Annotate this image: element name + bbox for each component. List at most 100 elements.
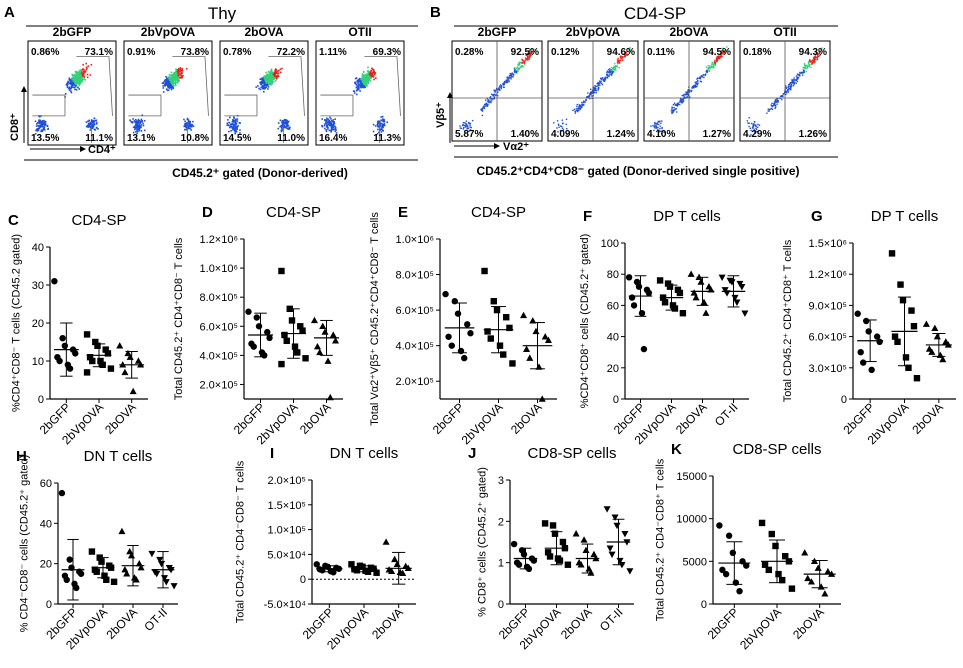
flow-event	[168, 81, 171, 83]
data-point	[103, 576, 110, 583]
flow-event	[325, 119, 328, 122]
flow-event	[527, 56, 529, 59]
flow-event	[364, 86, 366, 89]
flow-event	[185, 122, 188, 125]
data-point	[493, 306, 501, 314]
flow-event	[276, 70, 279, 73]
flow-event	[460, 127, 463, 130]
flow-event	[282, 129, 284, 131]
flow-event	[167, 79, 169, 82]
flow-event	[609, 70, 611, 73]
flow-event	[174, 82, 176, 85]
flow-event	[93, 123, 96, 125]
chart-title: DN T cells	[330, 445, 399, 462]
data-point	[782, 553, 789, 560]
flow-event	[78, 71, 81, 74]
flow-event	[274, 69, 277, 72]
flow-event	[494, 94, 497, 97]
flow-event	[330, 117, 332, 120]
plot-name: 2bGFP	[53, 25, 92, 39]
flow-event	[796, 76, 798, 79]
data-point	[741, 310, 749, 317]
flow-event	[528, 50, 530, 53]
flow-event	[705, 73, 707, 75]
flow-event	[557, 123, 560, 125]
flow-event	[589, 97, 591, 100]
flow-event	[489, 96, 492, 98]
flow-event	[135, 126, 138, 129]
x-axis-label: Vα2⁺	[503, 141, 529, 153]
flow-event	[329, 121, 332, 123]
flow-event	[806, 67, 808, 69]
flow-event	[355, 81, 357, 84]
flow-event	[79, 69, 81, 71]
flow-event	[286, 124, 289, 126]
flow-event	[69, 87, 71, 90]
flow-event	[790, 83, 792, 85]
gate-line	[172, 56, 209, 116]
flow-event	[791, 79, 793, 81]
flow-event	[135, 131, 137, 133]
flow-event	[265, 86, 268, 89]
flow-event	[674, 104, 677, 106]
flow-event	[659, 125, 661, 127]
flow-event	[590, 88, 592, 90]
flow-event	[263, 90, 265, 93]
flow-event	[372, 74, 375, 77]
flow-event	[699, 80, 702, 82]
data-point	[640, 345, 648, 353]
flow-event	[273, 74, 276, 77]
flow-event	[176, 72, 179, 74]
x-tick-label: OT-II	[712, 400, 741, 429]
flow-event	[768, 108, 770, 111]
flow-event	[263, 83, 266, 85]
data-point	[817, 583, 825, 590]
flow-event	[281, 127, 283, 130]
quadrant-bottom-left: 13.1%	[127, 133, 155, 144]
data-point	[359, 563, 366, 570]
flow-event	[510, 77, 512, 79]
y-tick-label: 1.2×10⁶	[809, 269, 847, 281]
flow-event	[629, 49, 631, 51]
flow-event	[134, 121, 136, 123]
flow-event	[86, 67, 88, 70]
flow-event	[625, 51, 627, 53]
y-tick-label: 60	[607, 300, 619, 312]
flow-event	[137, 125, 139, 127]
flow-event	[230, 123, 232, 126]
flow-event	[785, 87, 788, 89]
flow-event	[752, 126, 754, 129]
flow-event	[576, 103, 578, 106]
flow-event	[696, 84, 699, 86]
flow-event	[38, 121, 41, 124]
x-tick-label: 2bGFP	[430, 400, 467, 437]
flow-event	[171, 80, 174, 82]
flow-event	[812, 62, 814, 64]
flow-event	[590, 91, 592, 94]
flow-event	[77, 75, 79, 78]
flow-event	[75, 84, 77, 87]
flow-event	[380, 119, 382, 122]
flow-event	[494, 91, 496, 93]
flow-event	[232, 127, 235, 130]
flow-event	[808, 63, 811, 66]
flow-event	[616, 66, 618, 68]
flow-event	[529, 52, 531, 55]
flow-event	[591, 95, 593, 97]
flow-event	[141, 120, 143, 122]
flow-event	[379, 124, 381, 126]
flow-event	[815, 52, 817, 54]
quadrant-top-left: 0.78%	[223, 47, 251, 58]
gate-caption: CD45.2⁺ gated (Donor-derived)	[172, 166, 348, 180]
flow-event	[652, 124, 654, 127]
flow-event	[805, 70, 807, 73]
flow-event	[75, 78, 78, 81]
data-point	[98, 558, 105, 565]
flow-event	[659, 127, 661, 130]
flow-event	[793, 84, 795, 86]
flow-event	[91, 124, 93, 127]
data-point	[116, 342, 124, 349]
flow-event	[612, 68, 615, 70]
panel-D: D CD4-SP2.0×10⁵4.0×10⁵6.0×10⁵8.0×10⁵1.0×1…	[173, 204, 343, 447]
flow-event	[373, 73, 376, 76]
